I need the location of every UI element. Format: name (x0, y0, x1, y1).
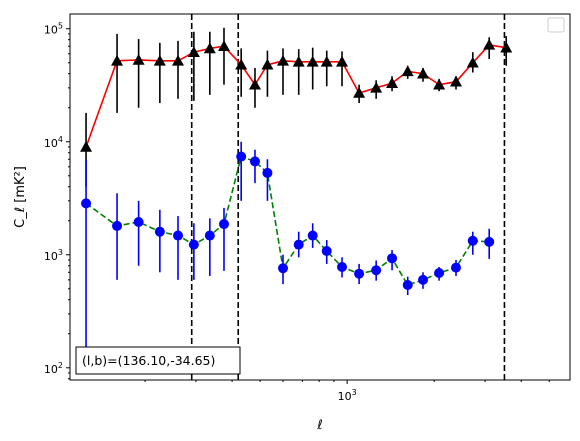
data-point (401, 65, 414, 77)
x-tick-label: 103 (338, 388, 357, 403)
data-point (111, 54, 124, 66)
y-tick-label: 102 (44, 361, 63, 376)
data-point (278, 263, 289, 274)
data-point (80, 140, 93, 152)
data-point (133, 216, 144, 227)
data-point (321, 246, 332, 257)
data-point (262, 167, 273, 178)
data-point (386, 77, 399, 88)
data-point (336, 55, 349, 67)
data-point (320, 55, 333, 67)
data-point (203, 42, 216, 54)
data-point (467, 235, 478, 246)
data-point (417, 67, 430, 79)
data-point (450, 75, 463, 87)
x-axis-label: ℓ (316, 418, 322, 433)
data-point (218, 219, 229, 230)
data-point (236, 151, 247, 162)
data-point (204, 230, 215, 241)
coordinate-annotation: (l,b)=(136.10,-34.65) (82, 353, 215, 368)
data-point (293, 239, 304, 250)
data-point (154, 226, 165, 237)
coordinate-annotation-box (75, 346, 241, 375)
data-point (434, 267, 445, 278)
data-point (261, 58, 274, 70)
y-tick-label: 103 (44, 248, 63, 263)
data-point (112, 220, 123, 231)
data-point (337, 261, 348, 272)
series-0 (80, 27, 513, 187)
data-point (466, 56, 479, 68)
data-point (153, 54, 166, 66)
data-point (371, 265, 382, 276)
data-point (173, 230, 184, 241)
data-point (387, 253, 398, 264)
plot-frame (69, 13, 571, 381)
data-point (306, 55, 319, 67)
data-point (370, 81, 383, 93)
legend-box (547, 17, 565, 33)
data-point (433, 78, 446, 90)
axis-ticks: 103 102 103 104 105 (44, 22, 550, 403)
vertical-markers (190, 14, 506, 380)
data-point (307, 230, 318, 241)
data-point (292, 55, 305, 67)
data-point (81, 198, 92, 209)
data-point (248, 78, 261, 90)
data-point (132, 53, 145, 65)
data-point (483, 38, 496, 50)
y-axis-label: C_ℓ [mK²] (13, 166, 28, 228)
data-point (500, 41, 513, 53)
series-1 (81, 141, 495, 348)
data-point (217, 40, 230, 52)
data-point (451, 262, 462, 273)
data-point (249, 156, 260, 167)
data-point (354, 268, 365, 279)
series-line (85, 44, 507, 148)
data-point (484, 236, 495, 247)
data-point (187, 46, 200, 57)
data-point (353, 87, 366, 98)
data-point (235, 58, 248, 70)
y-tick-label: 105 (44, 22, 63, 37)
y-tick-label: 104 (44, 135, 63, 150)
data-point (277, 54, 290, 66)
data-point (402, 280, 413, 291)
series-layer (80, 27, 513, 348)
data-point (418, 274, 429, 285)
data-point (172, 54, 185, 66)
data-point (188, 239, 199, 250)
series-line (85, 155, 490, 286)
